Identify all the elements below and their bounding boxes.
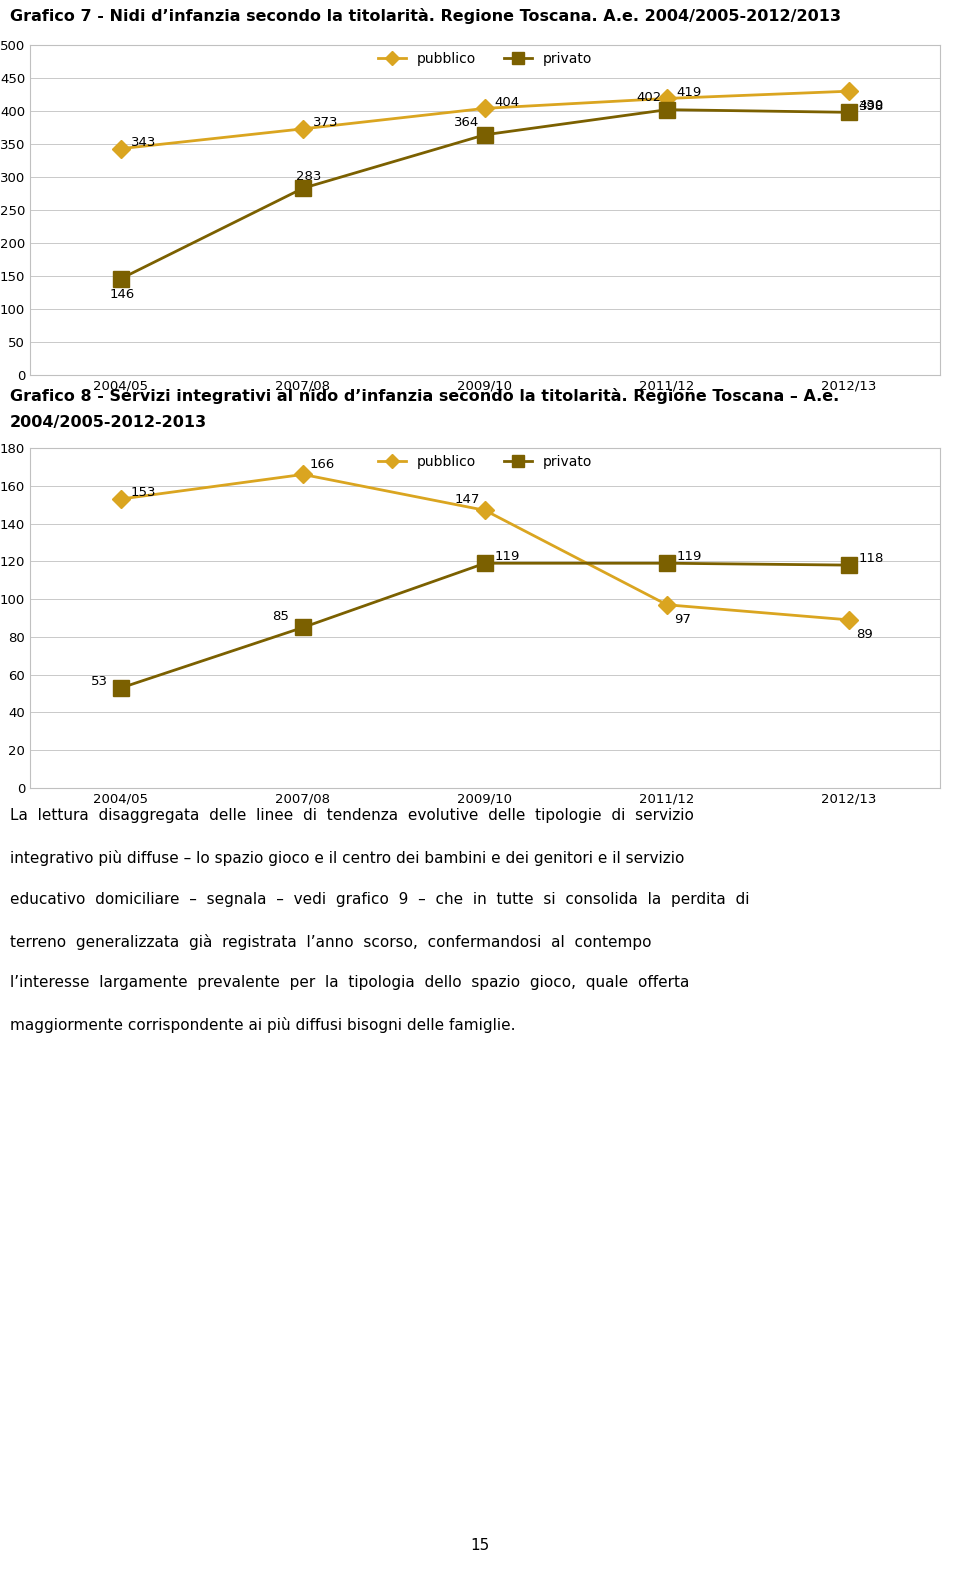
Text: 147: 147 xyxy=(454,494,480,507)
Text: 373: 373 xyxy=(313,116,338,129)
Legend: pubblico, privato: pubblico, privato xyxy=(378,52,592,67)
Text: 283: 283 xyxy=(296,170,322,183)
Text: 398: 398 xyxy=(859,100,884,113)
Text: 419: 419 xyxy=(677,86,702,99)
Text: La  lettura  disaggregata  delle  linee  di  tendenza  evolutive  delle  tipolog: La lettura disaggregata delle linee di t… xyxy=(10,809,694,823)
Text: maggiormente corrispondente ai più diffusi bisogni delle famiglie.: maggiormente corrispondente ai più diffu… xyxy=(10,1017,516,1033)
Text: 430: 430 xyxy=(859,99,884,113)
Text: 53: 53 xyxy=(90,675,108,688)
Text: 118: 118 xyxy=(859,553,884,566)
Text: 402: 402 xyxy=(636,91,661,105)
Text: 364: 364 xyxy=(454,116,480,129)
Text: 146: 146 xyxy=(109,288,135,300)
Text: l’interesse  largamente  prevalente  per  la  tipologia  dello  spazio  gioco,  : l’interesse largamente prevalente per la… xyxy=(10,976,689,990)
Text: 119: 119 xyxy=(677,550,702,564)
Text: terreno  generalizzata  già  registrata  l’anno  scorso,  confermandosi  al  con: terreno generalizzata già registrata l’a… xyxy=(10,934,652,950)
Text: 2004/2005-2012-2013: 2004/2005-2012-2013 xyxy=(10,415,207,431)
Text: integrativo più diffuse – lo spazio gioco e il centro dei bambini e dei genitori: integrativo più diffuse – lo spazio gioc… xyxy=(10,850,684,866)
Text: 97: 97 xyxy=(674,613,691,626)
Text: 15: 15 xyxy=(470,1538,490,1552)
Text: 343: 343 xyxy=(131,135,156,149)
Text: 404: 404 xyxy=(494,95,520,108)
Text: educativo  domiciliare  –  segnala  –  vedi  grafico  9  –  che  in  tutte  si  : educativo domiciliare – segnala – vedi g… xyxy=(10,891,750,907)
Text: 153: 153 xyxy=(131,486,156,499)
Legend: pubblico, privato: pubblico, privato xyxy=(378,454,592,469)
Text: 89: 89 xyxy=(856,628,873,640)
Text: Grafico 8 - Servizi integrativi al nido d’infanzia secondo la titolarità. Region: Grafico 8 - Servizi integrativi al nido … xyxy=(10,388,839,404)
Text: 119: 119 xyxy=(494,550,520,564)
Text: 85: 85 xyxy=(273,610,289,623)
Text: Grafico 7 - Nidi d’infanzia secondo la titolarità. Regione Toscana. A.e. 2004/20: Grafico 7 - Nidi d’infanzia secondo la t… xyxy=(10,8,841,24)
Text: 166: 166 xyxy=(310,458,335,470)
